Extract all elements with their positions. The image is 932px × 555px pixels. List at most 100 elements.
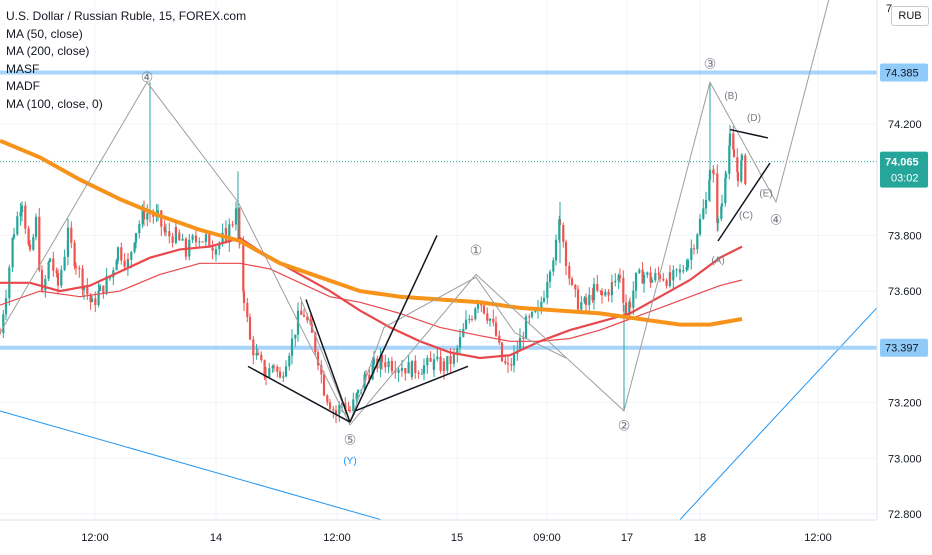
symbol-title[interactable]: U.S. Dollar / Russian Ruble, 15, FOREX.c… (6, 9, 247, 23)
candle-body (414, 360, 417, 373)
level-price-tag[interactable] (880, 338, 928, 357)
candle-body (390, 370, 394, 372)
time-tick-label: 12:00 (81, 532, 109, 544)
candle-body (420, 373, 423, 375)
indicator-madf[interactable]: MADF (6, 79, 40, 93)
chart-legend: U.S. Dollar / Russian Ruble, 15, FOREX.c… (6, 8, 246, 113)
level-price-tag[interactable] (880, 63, 928, 82)
candle-body (646, 272, 649, 275)
wave-label: ② (618, 417, 631, 433)
time-tick-label: 18 (694, 532, 706, 544)
candle-body (488, 318, 492, 321)
elliott-wave-path[interactable] (0, 0, 832, 426)
candle-body (90, 298, 94, 303)
candle-body (712, 173, 716, 175)
drawn-trend-line[interactable] (729, 128, 769, 139)
candle-body (105, 276, 108, 294)
candle-body (542, 297, 546, 302)
candle-body (211, 247, 214, 251)
drawn-trend-line[interactable] (717, 162, 771, 242)
candle-body (231, 224, 234, 226)
candle-body (256, 353, 260, 355)
candle-body (288, 355, 291, 367)
candle-body (102, 285, 105, 294)
indicator-ma100[interactable]: MA (100, close, 0) (6, 96, 103, 111)
candle-body (736, 171, 740, 182)
candle-body (686, 260, 690, 268)
candle-body (344, 403, 347, 411)
candle-body (574, 284, 577, 290)
level-price-text: 73.397 (885, 343, 919, 355)
drawn-trend-line[interactable] (349, 235, 438, 423)
currency-button[interactable]: RUB (891, 6, 929, 26)
candle-body (685, 267, 688, 271)
wave-label: (Y) (343, 456, 356, 467)
candle-body (494, 322, 498, 336)
candle-body (126, 259, 130, 261)
drawn-trend-line[interactable] (305, 299, 351, 423)
candle-body (439, 356, 442, 371)
candle-body (126, 259, 129, 267)
indicator-masf[interactable]: MASF (6, 61, 40, 76)
candle-body (591, 294, 594, 301)
candle-body (300, 310, 303, 315)
candle-body (334, 410, 338, 415)
ma50-line[interactable] (0, 237, 743, 360)
candle-body (672, 269, 675, 281)
candle-body (716, 218, 720, 224)
candle-body (426, 357, 429, 366)
candle-body (530, 311, 534, 317)
candle-body (576, 289, 580, 310)
candle-body (662, 278, 665, 281)
time-tick-label: 12:00 (323, 532, 351, 544)
candle-body (534, 310, 537, 312)
candle-body (584, 297, 588, 305)
candle-body (306, 316, 309, 321)
candle-body (260, 354, 263, 361)
candle-body (27, 228, 30, 245)
indicator-ma50[interactable]: MA (50, close) (6, 26, 83, 41)
candle-body (506, 363, 510, 365)
blue-trend-line[interactable] (0, 410, 401, 526)
candle-body (364, 374, 368, 376)
candle-body (242, 241, 245, 292)
candle-body (191, 235, 194, 240)
candle-body (34, 216, 38, 238)
candle-body (554, 239, 558, 261)
candle-body (19, 212, 22, 217)
candle-body (228, 224, 231, 243)
candle-body (486, 313, 489, 321)
candle-body (20, 205, 24, 213)
candle-body (201, 241, 204, 243)
candle-body (352, 399, 355, 411)
elliott-wave-subpath[interactable] (299, 276, 567, 424)
drawn-trend-line[interactable] (247, 365, 351, 423)
time-axis-background[interactable] (0, 520, 877, 550)
candle-body (66, 227, 70, 240)
indicator-ma200[interactable]: MA (200, close) (6, 44, 90, 58)
price-tick-label: 74.200 (888, 119, 922, 131)
current-price-text: 74.065 (885, 157, 919, 169)
candle-body (379, 354, 382, 369)
candle-body (649, 272, 652, 283)
candle-body (470, 318, 474, 320)
candle-body (552, 260, 555, 272)
candle-body (724, 173, 728, 179)
candle-body (482, 305, 486, 314)
drawn-trend-line[interactable] (354, 365, 469, 412)
candle-body (332, 409, 335, 411)
wave-label: ③ (704, 55, 717, 71)
candle-body (564, 241, 568, 267)
candle-body (252, 339, 255, 356)
price-axis-background[interactable] (877, 0, 932, 550)
candle-body (558, 219, 561, 240)
candle-body (355, 393, 358, 400)
candle-body (48, 258, 52, 262)
candle-body (368, 374, 371, 380)
candle-body (116, 247, 120, 261)
ma200-line[interactable] (0, 138, 743, 327)
candle-body (588, 294, 591, 305)
blue-trend-line[interactable] (679, 301, 883, 520)
